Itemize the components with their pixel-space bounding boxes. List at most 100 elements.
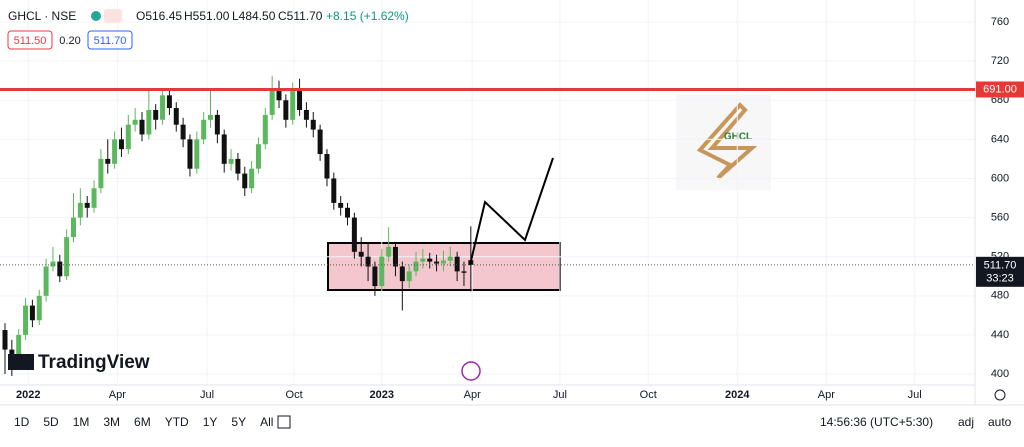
high: H551.00: [184, 9, 230, 23]
candle-body: [180, 124, 186, 140]
ask: 511.70: [94, 35, 127, 47]
candle-body: [43, 266, 49, 296]
candle-body: [71, 217, 77, 238]
candle-body: [324, 154, 330, 179]
low: L484.50: [232, 9, 276, 23]
candle-body: [262, 114, 268, 145]
range-button[interactable]: All: [260, 415, 273, 429]
range-button[interactable]: 1M: [73, 415, 90, 429]
x-tick-label: Jul: [553, 389, 567, 401]
x-tick-label: Oct: [640, 389, 657, 401]
candle-body: [331, 178, 337, 203]
change: +8.15 (+1.62%): [326, 9, 409, 23]
candle-body: [105, 158, 111, 164]
candle-body: [461, 271, 467, 273]
level-label-bg: [976, 81, 1024, 98]
settings-icon[interactable]: [994, 389, 1006, 401]
range-button[interactable]: 3M: [103, 415, 120, 429]
x-tick-label: Apr: [818, 389, 835, 401]
candle-body: [187, 139, 193, 169]
candle-body: [2, 330, 8, 350]
brand: TradingView: [38, 352, 150, 373]
calendar-icon[interactable]: [277, 415, 291, 429]
y-tick-label: 560: [991, 211, 1009, 223]
candle-body: [64, 237, 70, 277]
candle-body: [406, 271, 412, 282]
candle-body: [214, 114, 220, 135]
event-icon[interactable]: [461, 361, 481, 381]
range-button[interactable]: 5Y: [231, 415, 246, 429]
logo-text: GHCL: [724, 132, 752, 143]
candle-body: [173, 108, 179, 125]
candle-body: [310, 119, 316, 130]
candle-body: [427, 258, 433, 262]
candle-body: [372, 266, 378, 287]
time: 14:56:36 (UTC+5:30): [820, 415, 933, 429]
level-label: 691.00: [983, 83, 1017, 95]
candle-body: [242, 173, 248, 189]
candle-body: [235, 158, 241, 174]
open: O516.45: [136, 9, 182, 23]
x-tick-label: Apr: [109, 389, 126, 401]
y-tick-label: 720: [991, 55, 1009, 67]
x-tick-label: Jul: [908, 389, 922, 401]
adj[interactable]: adj: [958, 415, 974, 429]
symbol: GHCL · NSE: [8, 9, 76, 23]
auto[interactable]: auto: [988, 415, 1012, 429]
y-tick-label: 640: [991, 133, 1009, 145]
ask-box[interactable]: [87, 30, 133, 50]
candle-body: [297, 90, 303, 111]
candle-body: [269, 90, 275, 115]
candle-body: [153, 110, 159, 120]
candle-body: [77, 202, 83, 218]
candle-body: [392, 246, 398, 267]
y-tick-label: 440: [991, 329, 1009, 341]
range-button[interactable]: 6M: [134, 415, 151, 429]
candle-body: [139, 119, 145, 135]
candle-body: [276, 90, 282, 101]
candle-body: [91, 188, 97, 208]
range-button[interactable]: 1Y: [203, 415, 218, 429]
candle-body: [413, 261, 419, 272]
candle-body: [283, 100, 289, 120]
candle-body: [57, 261, 63, 277]
logo-mark: [696, 102, 758, 180]
range-button[interactable]: 1D: [14, 415, 30, 429]
candle-body: [434, 261, 440, 264]
candle-body: [290, 90, 296, 120]
y-tick-label: 600: [991, 172, 1009, 184]
x-tick-label: 2023: [370, 389, 394, 401]
x-tick-label: Jul: [200, 389, 214, 401]
brand-icon: [8, 354, 34, 370]
candle-body: [16, 334, 22, 365]
candle-body: [386, 246, 392, 257]
y-tick-label: 480: [991, 290, 1009, 302]
status-icon: [104, 9, 122, 23]
candle-body: [221, 134, 227, 164]
x-tick-label: 2022: [16, 389, 40, 401]
projection-path: [469, 157, 554, 266]
candle-body: [84, 202, 90, 208]
candle-body: [379, 256, 385, 287]
range-button[interactable]: 5D: [43, 415, 59, 429]
range-box: [327, 242, 561, 291]
candle-body: [160, 95, 166, 120]
candle-body: [420, 258, 426, 262]
candle-body: [166, 95, 172, 109]
candle-body: [454, 256, 460, 272]
x-tick-label: Oct: [286, 389, 303, 401]
candle-body: [208, 114, 214, 120]
x-tick-label: Apr: [464, 389, 481, 401]
bid-box[interactable]: [7, 30, 53, 50]
spread: 0.20: [59, 35, 80, 47]
candle-body: [255, 144, 261, 169]
candle-body: [303, 110, 309, 120]
range-button[interactable]: YTD: [165, 415, 189, 429]
candle-body: [146, 110, 152, 135]
candle-body: [249, 168, 255, 189]
candle-body: [132, 119, 138, 125]
candle-body: [125, 124, 131, 150]
